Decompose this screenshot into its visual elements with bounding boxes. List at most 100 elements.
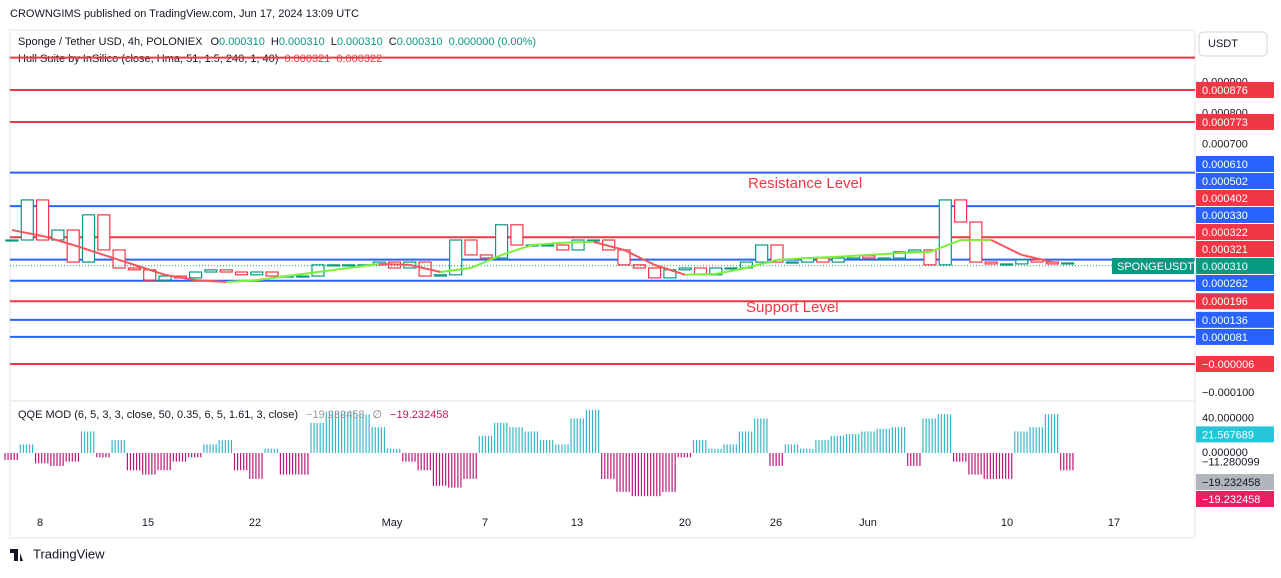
candle <box>495 224 509 259</box>
candle <box>464 239 478 256</box>
candle <box>678 267 692 271</box>
hull-segment <box>715 266 747 275</box>
candle <box>999 263 1014 266</box>
level-label: 0.000136 <box>1202 315 1248 327</box>
hull-segment <box>654 263 686 276</box>
candle <box>127 267 141 271</box>
footer-brand: TradingView <box>33 546 105 561</box>
candle <box>892 251 907 259</box>
qqe-marker: −19.232458 <box>1202 477 1260 489</box>
hull-segment <box>72 244 105 256</box>
candle <box>234 271 249 276</box>
hull-segment <box>532 241 563 246</box>
ticker: SPONGEUSDT <box>1117 261 1194 273</box>
level-label-box <box>1196 190 1274 206</box>
qqe-legend-value: −19.232458 <box>390 409 448 421</box>
currency-button[interactable] <box>1198 31 1268 57</box>
hull-segment <box>195 279 227 283</box>
hull-segment <box>929 239 961 253</box>
currency[interactable]: USDT <box>1208 38 1238 50</box>
hull-segment <box>226 279 257 283</box>
y-tick-label: 0.000700 <box>1202 139 1248 151</box>
ticker-box <box>1112 258 1194 274</box>
level-label-box <box>1196 355 1274 372</box>
hull-segment <box>317 266 349 273</box>
qqe-marker-box <box>1196 426 1274 443</box>
candle <box>81 214 96 263</box>
level-label-box <box>1196 275 1274 291</box>
hull-segment <box>776 257 808 261</box>
hull-segment <box>256 275 288 282</box>
symbol: Sponge / Tether USD, 4h, POLONIEX <box>18 36 203 48</box>
x-tick-label: Jun <box>859 517 877 529</box>
candle <box>586 239 601 242</box>
x-tick-label: 26 <box>770 517 782 529</box>
annotation: Support Level <box>746 299 839 316</box>
qqe-tick-label: −11.280099 <box>1202 457 1260 469</box>
hull-segment <box>990 239 1023 256</box>
level-label-box <box>1196 173 1274 189</box>
qqe-legend: QQE MOD (6, 5, 3, 3, close, 50, 0.35, 6,… <box>18 409 448 421</box>
hull-segment <box>103 253 135 266</box>
qqe-tick-label: 0.000000 <box>1202 447 1248 459</box>
candle <box>158 275 172 281</box>
level-label: 0.000502 <box>1202 176 1248 188</box>
hull-segment <box>501 244 533 256</box>
ohlc-value: 0.000310 <box>219 36 265 48</box>
level-label: 0.000330 <box>1202 210 1248 222</box>
qqe-null: ∅ <box>372 409 382 421</box>
level-label-box <box>1196 156 1274 172</box>
candle <box>1015 259 1029 265</box>
candle <box>479 254 493 259</box>
qqe-marker-box <box>1196 491 1274 507</box>
hull-segment <box>623 249 656 266</box>
ohlc-key: L <box>331 36 337 48</box>
indicator: Hull Suite by InSilico (close, Hma, 51, … <box>18 53 278 65</box>
candle <box>923 249 937 266</box>
hull-segment <box>838 253 869 258</box>
ohlc-key: C <box>389 36 397 48</box>
candle <box>326 264 340 267</box>
level-label: 0.000610 <box>1202 159 1248 171</box>
candle <box>5 239 19 242</box>
level-label: 0.000081 <box>1202 332 1248 344</box>
ohlc-value: 0.000310 <box>397 36 443 48</box>
candle <box>724 267 738 270</box>
x-tick-label: 10 <box>1001 517 1013 529</box>
candle <box>953 199 968 223</box>
hull-segment <box>379 262 410 266</box>
candle <box>510 224 524 246</box>
level-label-box <box>1196 293 1274 310</box>
candle <box>433 274 447 277</box>
hull-segment <box>562 240 594 244</box>
annotation: Resistance Level <box>748 175 862 192</box>
footer-logo <box>10 549 23 561</box>
x-tick-label: 15 <box>142 517 154 529</box>
indicator-value: 0.000322 <box>336 53 382 65</box>
indicator-legend: Hull Suite by InSilico (close, Hma, 51, … <box>18 53 382 65</box>
x-tick-label: May <box>382 517 403 529</box>
candle <box>556 244 570 251</box>
candle <box>785 261 799 264</box>
qqe-marker-box <box>1196 474 1274 490</box>
hull-segment <box>899 250 931 255</box>
candle <box>862 255 876 259</box>
candle <box>265 271 279 277</box>
candle <box>647 267 662 279</box>
level-label: 0.000773 <box>1202 117 1248 129</box>
level-label: 0.000196 <box>1202 296 1248 308</box>
hull-segment <box>868 252 900 256</box>
hull-segment <box>470 254 502 269</box>
qqe-tick-label: 40.000000 <box>1202 412 1254 424</box>
level-label-box <box>1196 311 1274 328</box>
candle <box>35 199 50 241</box>
x-tick-label: 22 <box>249 517 261 529</box>
candle <box>1030 259 1044 263</box>
level-label: 0.000262 <box>1202 278 1248 290</box>
candle <box>189 271 203 279</box>
current-price-label: 0.000310 <box>1202 261 1248 273</box>
level-label-box <box>1196 113 1274 130</box>
